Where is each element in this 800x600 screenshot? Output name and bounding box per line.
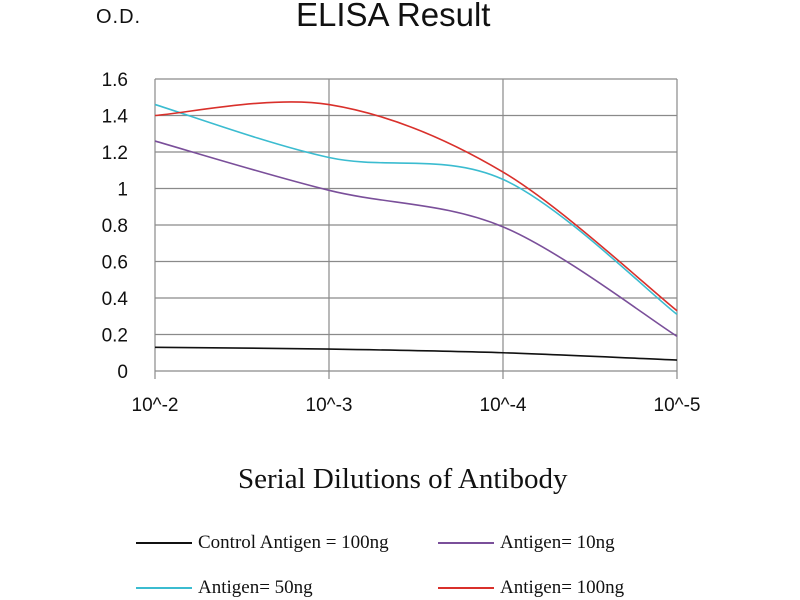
legend-label: Antigen= 50ng: [198, 577, 313, 598]
legend-item: Control Antigen = 100ng: [136, 532, 389, 554]
legend-swatch: [438, 542, 494, 544]
y-tick-label: 1.6: [102, 70, 128, 91]
legend-swatch: [136, 542, 192, 544]
series-line: [154, 103, 678, 316]
legend-label: Antigen= 10ng: [500, 532, 615, 553]
series-line: [154, 101, 678, 312]
y-tick-label: 0.6: [102, 253, 128, 274]
legend-label: Control Antigen = 100ng: [198, 532, 389, 553]
series-line: [154, 140, 678, 338]
x-tick-label: 10^-3: [306, 395, 353, 416]
legend-item: Antigen= 100ng: [438, 577, 624, 599]
y-tick-label: 1: [117, 180, 128, 201]
legend-label: Antigen= 100ng: [500, 577, 625, 598]
x-axis-label: Serial Dilutions of Antibody: [238, 463, 568, 495]
y-tick-label: 0.8: [102, 216, 128, 237]
y-tick-label: 1.2: [102, 143, 128, 164]
x-tick-label: 10^-5: [654, 395, 701, 416]
y-tick-label: 0: [117, 362, 128, 383]
legend-item: Antigen= 10ng: [438, 532, 615, 554]
x-tick-label: 10^-4: [480, 395, 527, 416]
y-tick-label: 1.4: [102, 107, 129, 128]
legend-item: Antigen= 50ng: [136, 577, 313, 599]
y-tick-label: 0.4: [102, 289, 129, 310]
legend-swatch: [136, 587, 192, 589]
y-axis-label: O.D.: [96, 6, 142, 28]
series-line: [154, 346, 678, 361]
y-tick-label: 0.2: [102, 326, 128, 347]
legend-swatch: [438, 587, 494, 589]
chart-title: ELISA Result: [296, 0, 491, 33]
x-tick-label: 10^-2: [132, 395, 179, 416]
